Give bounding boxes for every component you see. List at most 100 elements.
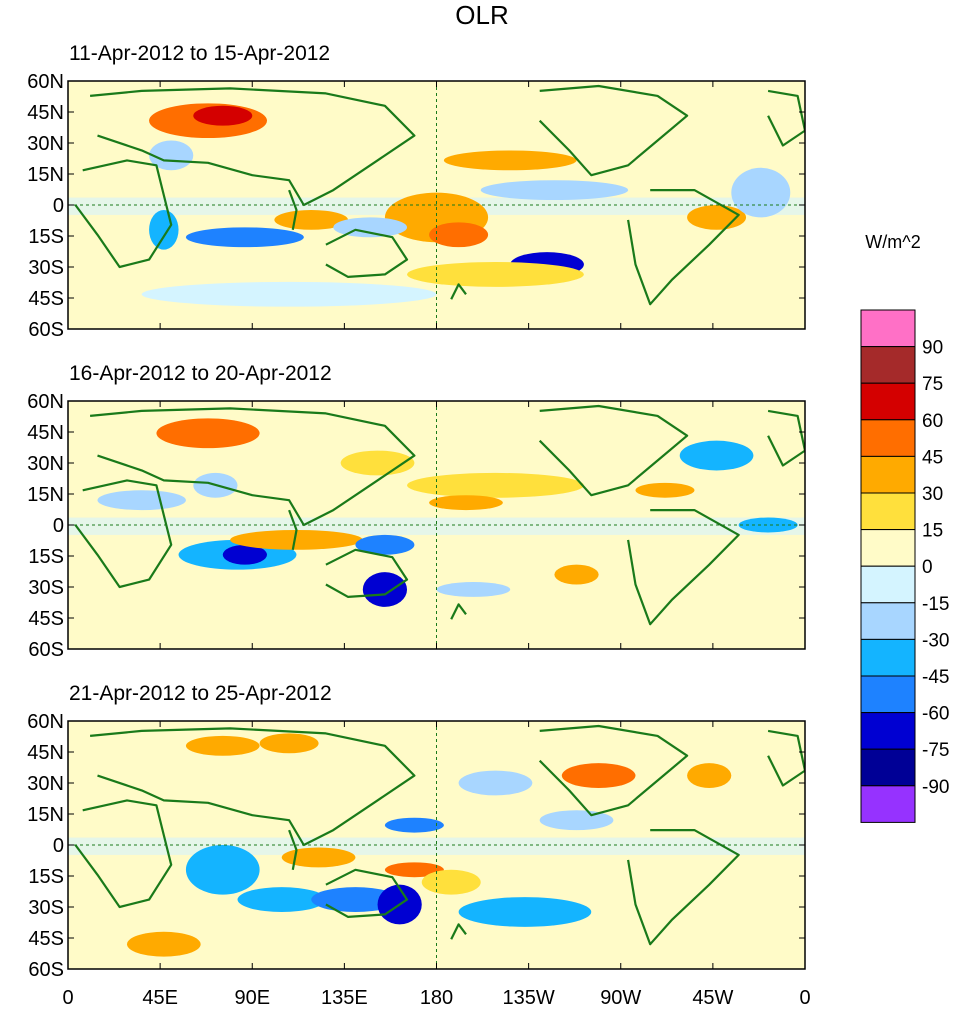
y-tick-label: 45N [27,742,64,764]
anomaly-blob [156,418,260,449]
colorbar-box [860,309,916,348]
coastline [288,509,298,551]
y-tick-label: 15N [27,804,64,826]
anomaly-blob [384,862,444,878]
y-tick-label: 45N [27,102,64,124]
colorbar-label: -30 [922,630,949,651]
colorbar-label: 60 [922,411,943,432]
colorbar-label: -90 [922,777,949,798]
anomaly-blob [679,440,754,471]
anomaly-blob [687,763,732,788]
coastline [74,479,173,589]
coastline [627,508,740,626]
anomaly-blob [384,817,444,833]
anomaly-blob [185,227,304,248]
y-tick-label: 0 [53,515,64,537]
colorbar-label: -45 [922,667,949,688]
colorbar-label: 90 [922,338,943,359]
anomaly-blob [407,262,584,287]
coastline [74,159,173,269]
x-tick-label: 180 [420,987,453,1009]
coastline [89,727,416,847]
colorbar-box [860,529,916,567]
y-tick-label: 30S [28,897,64,919]
anomaly-blob [185,845,260,895]
colorbar-box [860,785,916,823]
colorbar-label: 0 [922,557,933,578]
coastline [767,89,805,147]
coastline [288,829,298,871]
anomaly-blob [731,167,791,218]
y-tick-label: 60S [28,319,64,341]
coastline [538,724,689,817]
coastline [450,603,467,620]
coastline [325,228,409,278]
y-tick-label: 15S [28,866,64,888]
colorbar-label: 45 [922,447,943,468]
y-tick-label: 0 [53,195,64,217]
anomaly-blob [429,495,503,511]
coastline [767,409,805,467]
colorbar-label: -60 [922,704,949,725]
anomaly-blob [126,931,201,957]
y-tick-label: 15S [28,546,64,568]
colorbar-label: 15 [922,521,943,542]
colorbar-box [860,638,916,677]
y-tick-label: 15N [27,484,64,506]
y-tick-label: 15S [28,226,64,248]
colorbar-label: -15 [922,594,949,615]
anomaly-blob [738,517,798,533]
colorbar-box [860,419,916,457]
x-tick-label: 45W [692,987,733,1009]
y-tick-label: 0 [53,835,64,857]
colorbar-box [860,602,916,640]
anomaly-blob [185,735,260,756]
anomaly-blob [237,887,326,912]
anomaly-blob [458,770,533,796]
y-tick-label: 45S [28,928,64,950]
y-tick-label: 60S [28,639,64,661]
coastline [288,189,298,231]
anomaly-band [68,837,805,855]
colorbar-box [860,346,916,384]
anomaly-blob [561,763,636,788]
colorbar-box [860,675,916,714]
y-tick-label: 30S [28,577,64,599]
anomaly-blob [259,733,319,754]
panel-title-3: 21-Apr-2012 to 25-Apr-2012 [69,682,332,705]
x-tick-label: 0 [62,987,73,1009]
anomaly-blob [141,281,437,307]
anomaly-blob [429,222,489,248]
coastline [89,407,416,527]
x-tick-label: 0 [799,987,810,1009]
coastline [627,828,740,946]
coastline [767,729,805,787]
anomaly-blob [421,869,481,895]
anomaly-blob [311,887,400,912]
olr-map-panel-2: 60N 45N 30N 15N 0 15S 30S 45S 60S [27,391,806,661]
anomaly-band [68,517,805,535]
anomaly-blob [443,150,577,171]
anomaly-blob [149,140,194,171]
x-tick-label: 90W [600,987,641,1009]
colorbar-label: -75 [922,740,949,761]
y-tick-label: 30N [27,453,64,475]
colorbar-box [860,565,916,604]
panel-title-2: 16-Apr-2012 to 20-Apr-2012 [69,362,332,385]
anomaly-blob [149,209,179,250]
coastline [89,87,416,207]
y-tick-label: 30N [27,133,64,155]
olr-map-panel-1: 60N 45N 30N 15N 0 15S 30S 45S 60S [27,71,806,341]
anomaly-blob [458,897,592,927]
colorbar-units: W/m^2 [865,232,921,252]
colorbar-label: 30 [922,484,943,505]
y-tick-label: 30S [28,257,64,279]
y-tick-label: 45S [28,288,64,310]
colorbar-box [860,455,916,494]
coastline [538,404,689,497]
anomaly-blob [407,472,584,498]
anomaly-blob [230,529,363,550]
anomaly-blob [222,544,267,565]
anomaly-blob [436,582,511,597]
panel-title-1: 11-Apr-2012 to 15-Apr-2012 [69,42,331,65]
